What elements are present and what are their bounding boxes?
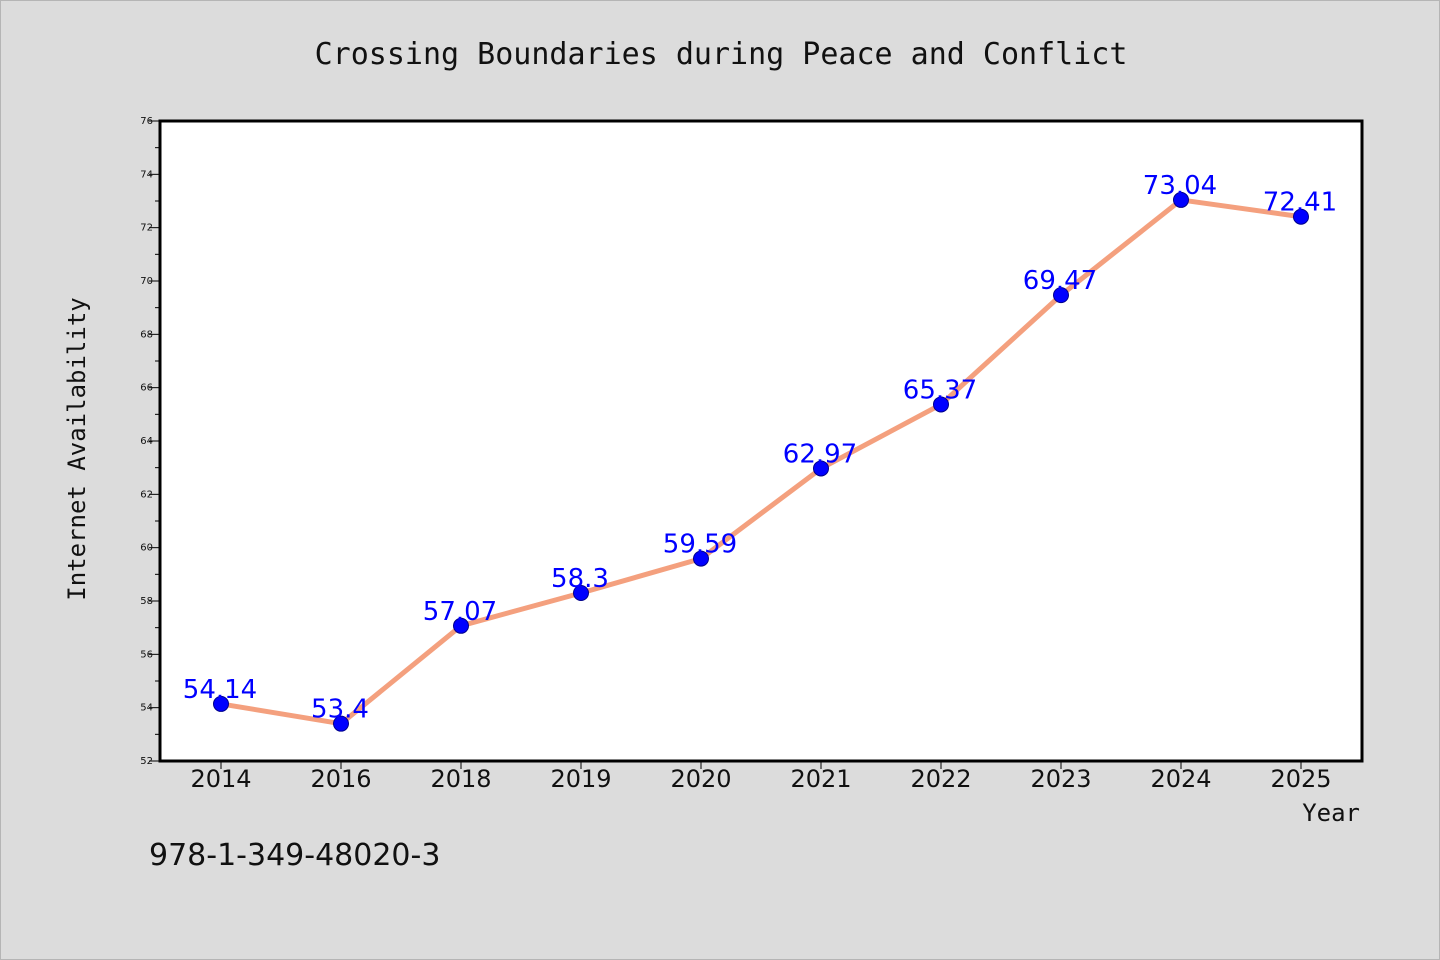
chart-title: Crossing Boundaries during Peace and Con… <box>315 37 1128 72</box>
series-layer <box>213 191 1309 732</box>
y-tick-label: 62 <box>140 489 153 500</box>
x-axis: 2014 2016 2018 2019 2020 2021 2022 2023 2024 2025 <box>190 761 1332 793</box>
data-point <box>813 460 829 477</box>
y-tick-label: 52 <box>140 756 153 767</box>
data-label: 73.04 <box>1143 171 1217 201</box>
data-point <box>333 715 349 732</box>
data-labels: 54.14 53.4 57.07 58.3 59.59 62.97 65.37 69.47 73… <box>183 171 1337 725</box>
y-tick-label: 60 <box>140 543 153 554</box>
x-tick-label: 2020 <box>670 765 731 793</box>
x-tick-label: 2019 <box>550 765 611 793</box>
y-tick-label: 76 <box>140 116 153 127</box>
y-tick-label: 74 <box>140 169 153 180</box>
y-tick-label: 66 <box>140 383 153 394</box>
x-tick-label: 2014 <box>190 765 251 793</box>
data-point <box>693 550 709 567</box>
x-tick-label: 2016 <box>310 765 371 793</box>
y-tick-label: 64 <box>140 436 153 447</box>
plot-area <box>158 119 1364 763</box>
y-tick-label: 70 <box>140 276 153 287</box>
data-label: 62.97 <box>783 439 857 469</box>
y-axis-label: Internet Availability <box>63 297 91 600</box>
y-tick-label: 54 <box>140 703 153 714</box>
data-label: 69.47 <box>1023 266 1097 296</box>
x-tick-label: 2022 <box>910 765 971 793</box>
data-label: 54.14 <box>183 675 257 705</box>
data-label: 59.59 <box>663 530 737 560</box>
data-point <box>453 617 469 634</box>
data-label: 65.37 <box>903 375 977 405</box>
x-tick-label: 2023 <box>1030 765 1091 793</box>
data-point <box>1173 191 1189 208</box>
data-point <box>933 396 949 413</box>
data-point <box>213 695 229 712</box>
data-point <box>573 585 589 601</box>
data-label: 58.3 <box>551 564 609 594</box>
data-point <box>1293 208 1309 225</box>
x-tick-label: 2018 <box>430 765 491 793</box>
y-axis: 52 54 56 58 60 62 64 66 68 70 72 74 76 <box>140 116 161 767</box>
x-tick-label: 2025 <box>1270 765 1331 793</box>
x-tick-label: 2021 <box>790 765 851 793</box>
y-tick-label: 56 <box>140 649 153 660</box>
isbn-text: 978-1-349-48020-3 <box>149 838 440 873</box>
series-line <box>220 197 1302 727</box>
y-tick-label: 72 <box>140 223 153 234</box>
data-label: 57.07 <box>423 597 497 627</box>
y-tick-label: 68 <box>140 329 153 340</box>
x-tick-label: 2024 <box>1150 765 1211 793</box>
y-tick-label: 58 <box>140 596 153 607</box>
data-point <box>1053 287 1069 304</box>
data-label: 53.4 <box>311 695 369 725</box>
x-axis-label: Year <box>1302 799 1360 827</box>
data-label: 72.41 <box>1263 188 1337 218</box>
